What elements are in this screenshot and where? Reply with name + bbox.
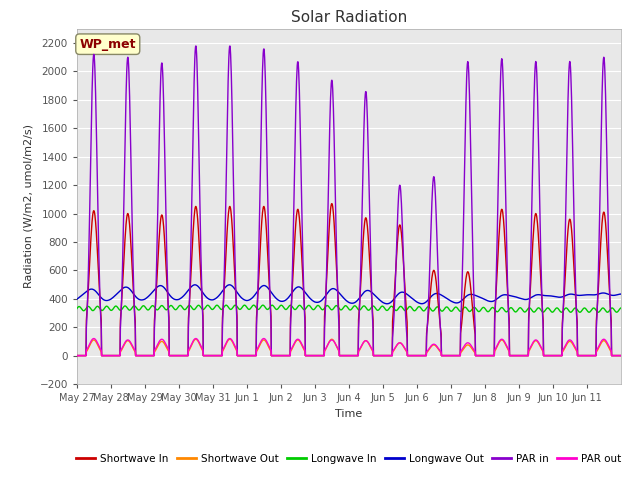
Legend: Shortwave In, Shortwave Out, Longwave In, Longwave Out, PAR in, PAR out: Shortwave In, Shortwave Out, Longwave In… (72, 450, 625, 468)
Text: WP_met: WP_met (79, 37, 136, 51)
X-axis label: Time: Time (335, 408, 362, 419)
Y-axis label: Radiation (W/m2, umol/m2/s): Radiation (W/m2, umol/m2/s) (24, 124, 34, 288)
Title: Solar Radiation: Solar Radiation (291, 10, 407, 25)
